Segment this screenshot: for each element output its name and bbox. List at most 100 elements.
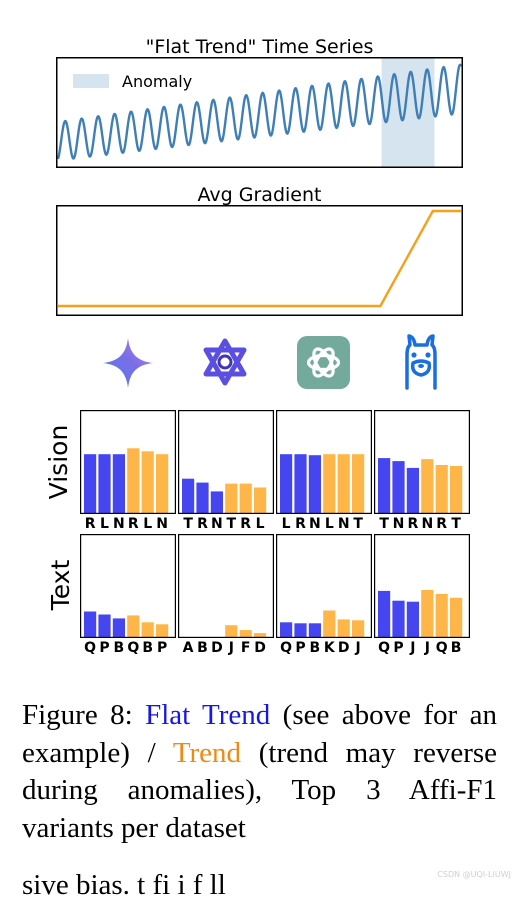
figure-caption: Figure 8: Flat Trend (see above for an e… [22,697,497,847]
bar [323,610,336,637]
panel-frame [80,534,176,638]
bar [421,459,434,513]
tick-label: Q [127,640,140,656]
time-series-title: "Flat Trend" Time Series [145,36,374,58]
llama-icon [405,334,437,390]
tick-label: N [113,516,125,532]
tick-label: Q [435,640,448,656]
tick-label: L [143,516,153,532]
bar-panel-vision-4 [374,410,470,514]
bar [435,593,448,637]
bar-panel-vision-3 [276,410,372,514]
tick-label: P [99,640,110,656]
bar [225,625,238,637]
tick-label: Q [84,640,97,656]
bar [406,467,419,513]
bar [406,601,419,637]
panel-frame [374,410,470,514]
tick-label: F [240,640,251,656]
gradient-chart [56,205,463,316]
bar [450,597,463,637]
bar [98,614,111,637]
caption-flat-trend: Flat Trend [145,699,271,731]
bar [156,624,169,637]
tick-label: R [197,516,208,532]
gemini-icon [103,338,153,388]
bar [280,454,293,513]
tick-label: T [379,516,389,532]
qwen-icon [203,338,247,386]
bar [210,491,223,513]
tick-label: B [309,640,321,656]
bar [254,487,267,513]
bar [112,454,125,513]
tick-label: A [182,640,194,656]
caption-suffix: (trend may reverse during anomalies), To… [22,736,498,844]
tick-label: R [127,516,139,532]
tick-label: T [451,516,461,532]
tick-label: N [421,516,434,532]
tick-label: J [424,640,430,656]
bar [352,620,365,637]
bar-panel-text-3 [276,534,372,638]
bar-panel-text-4 [374,534,470,638]
bar [254,633,267,637]
tick-label: R [295,516,306,532]
tick-label: N [156,516,168,532]
bar [294,623,307,637]
bar [141,622,154,637]
bar [84,454,97,513]
tick-label: B [197,640,208,656]
bar [378,458,391,513]
tick-label: N [392,516,405,532]
bar [308,455,321,513]
cut-off-text: sive bias. t fi i f ll [22,869,226,901]
legend-label: Anomaly [122,72,192,91]
legend-swatch [73,74,109,88]
bar-panel-vision-2 [178,410,274,514]
tick-label: N [337,516,350,532]
tick-label: L [324,516,334,532]
gradient-title: Avg Gradient [197,184,322,206]
bar [337,619,350,637]
tick-label: L [255,516,265,532]
tick-label: K [323,640,335,656]
time-series-line [56,63,463,160]
bar [156,454,169,513]
tick-label: L [100,516,109,532]
tick-label: T [226,516,237,532]
bar [141,451,154,513]
caption-prefix: Figure 8: [22,699,146,731]
bar [323,454,336,513]
bar [421,590,434,637]
openai-icon [297,336,350,389]
tick-label: L [281,516,291,532]
tick-label: B [113,640,125,656]
tick-label: T [353,516,363,532]
bar [392,461,405,513]
bar [280,622,293,637]
tick-label: R [240,516,252,532]
tick-label: Q [378,640,391,656]
bar [225,483,238,513]
bar [378,590,391,637]
row-label-text: Text [46,559,75,611]
watermark: CSDN @UQI-LIUWJ [435,870,513,879]
time-series-chart: Anomaly [56,57,463,168]
bar-panel-vision-1 [80,410,176,514]
tick-label: P [393,640,404,656]
caption-middle: (see above for an example) / [22,699,497,769]
bar [392,600,405,637]
tick-label: R [407,516,419,532]
tick-label: D [254,640,266,656]
tick-label: P [156,640,168,656]
bar [84,611,97,637]
gradient-line [58,209,461,308]
tick-label: J [228,640,234,656]
bar-panel-text-2 [178,534,274,638]
panel-frame [178,534,274,638]
bar [450,466,463,513]
bar [435,465,448,513]
caption-trend: Trend [172,736,242,769]
panel-frame [374,534,470,638]
